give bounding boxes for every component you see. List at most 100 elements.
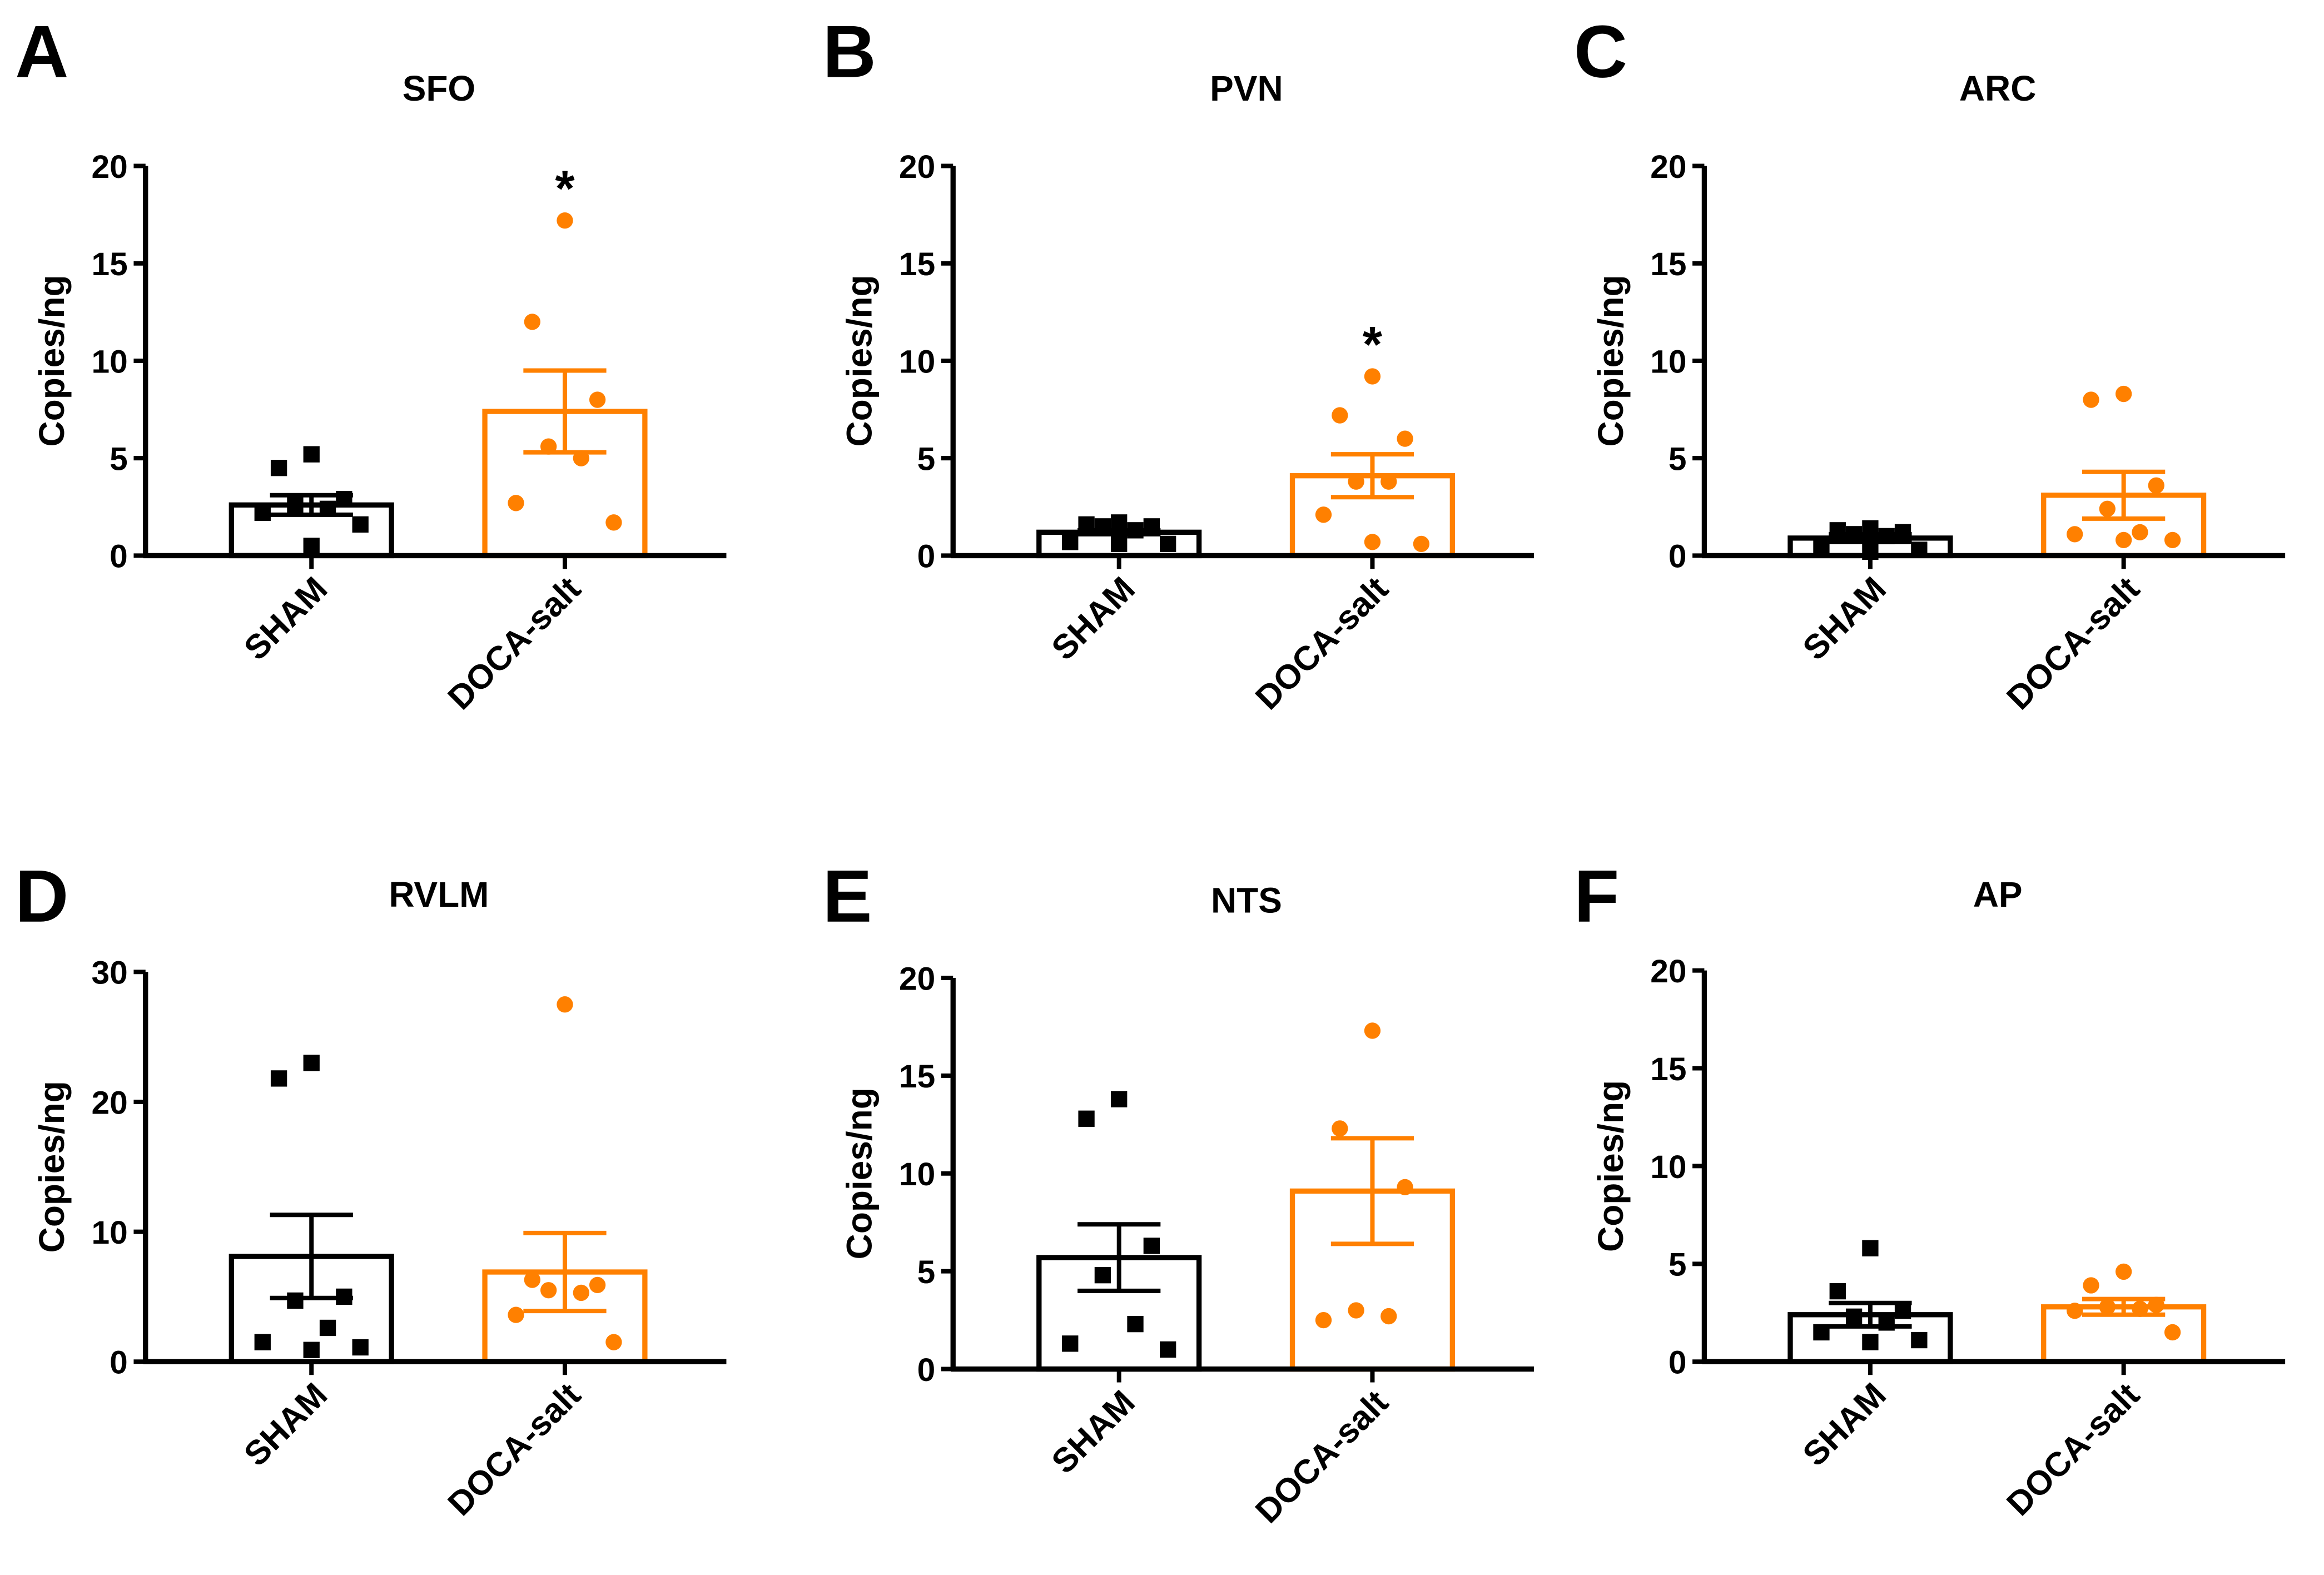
y-tick-label: 10 [899,1156,935,1193]
data-point-doca-salt [1364,368,1381,385]
panel-d: D RVLM Copies/ng 0 10 20 30 SHAM DOCA-salt [15,855,727,1523]
y-tick-label: 10 [1650,1149,1686,1185]
chart-title: PVN [1210,68,1283,108]
data-point-sham [352,516,369,533]
y-tick-label: 20 [1650,149,1686,185]
data-point-sham [270,460,287,476]
y-tick-label: 10 [1650,344,1686,380]
data-point-sham [352,1339,369,1356]
data-point-sham [254,1334,271,1350]
data-point-sham [1078,1110,1095,1127]
data-point-doca-salt [1332,1120,1348,1137]
data-point-doca-salt [2099,1299,2116,1315]
data-point-sham [1127,522,1144,539]
data-point-doca-salt [2083,1277,2099,1294]
data-point-doca-salt [2132,524,2148,541]
data-point-sham [303,446,320,463]
y-tick-label: 0 [1668,1345,1687,1381]
x-tick-label: DOCA-salt [440,1375,588,1523]
data-point-doca-salt [2099,500,2116,517]
data-point-doca-salt [2132,1300,2148,1317]
data-point-doca-salt [2083,391,2099,408]
data-point-sham [1878,1314,1895,1331]
data-point-sham [1813,1324,1830,1341]
data-point-sham [336,491,352,508]
data-point-sham [1911,1331,1928,1349]
panel-letter: E [823,855,872,938]
data-point-doca-salt [1348,473,1364,490]
data-point-doca-salt [1381,1308,1397,1325]
data-point-sham [1894,1303,1911,1319]
data-point-sham [1829,1283,1846,1300]
data-point-doca-salt [1315,1311,1332,1329]
panel-letter: B [823,11,876,93]
y-tick-label: 5 [917,441,936,478]
y-tick-label: 10 [899,344,935,380]
y-tick-label: 10 [92,1215,128,1251]
data-point-sham [1094,518,1111,535]
data-point-sham [1813,538,1830,554]
data-point-doca-salt [2164,1324,2181,1341]
data-point-sham [1894,524,1911,541]
data-point-sham [336,1288,352,1305]
data-point-sham [254,504,271,521]
y-tick-label: 20 [92,1085,128,1121]
y-tick-label: 15 [899,246,935,282]
data-point-doca-salt [524,1271,540,1288]
data-point-doca-salt [508,1306,524,1323]
x-tick-label: DOCA-salt [1248,1383,1396,1531]
data-point-doca-salt [2164,531,2181,549]
y-axis-label: Copies/ng [1591,275,1631,446]
data-point-doca-salt [589,391,606,408]
data-point-doca-salt [573,450,589,466]
y-axis-label: Copies/ng [32,275,72,446]
x-tick-label: SHAM [237,1375,335,1473]
data-point-doca-salt [1397,430,1413,447]
x-tick-label: SHAM [237,569,335,667]
data-point-doca-salt [1332,407,1348,424]
data-point-doca-salt [605,514,622,531]
data-point-doca-salt [1397,1179,1413,1196]
panel-letter: D [15,855,68,938]
y-tick-label: 20 [1650,953,1686,990]
y-tick-label: 10 [92,344,128,380]
data-point-doca-salt [540,438,557,455]
y-tick-label: 20 [899,961,935,997]
data-point-sham [1160,535,1176,553]
panel-a: A SFO Copies/ng 0 5 10 15 20 SHAM DOCA-salt * [15,11,727,717]
y-axis-label: Copies/ng [840,275,880,446]
y-tick-label: 15 [1650,1051,1686,1087]
data-point-sham [303,1055,320,1071]
data-point-doca-salt [2067,1303,2083,1319]
y-tick-label: 15 [92,246,128,282]
data-point-sham [1160,1341,1176,1358]
panel-f: F AP Copies/ng 0 5 10 15 20 SHAM DOCA-salt [1574,855,2286,1523]
x-tick-label: SHAM [1044,569,1142,667]
y-tick-label: 5 [1668,441,1687,478]
data-point-sham [1845,526,1863,543]
data-point-sham [1111,1091,1128,1107]
chart-title: RVLM [389,875,489,915]
data-point-doca-salt [573,1284,589,1301]
data-point-sham [287,1292,304,1309]
data-point-doca-salt [1364,534,1381,550]
y-tick-label: 5 [110,441,128,478]
chart-title: ARC [1959,68,2037,108]
data-point-sham [1845,1308,1863,1325]
chart-title: AP [1973,875,2023,915]
panel-letter: C [1574,11,1627,93]
data-point-doca-salt [2115,531,2132,549]
data-point-doca-salt [2148,477,2164,494]
data-point-sham [1111,535,1128,553]
y-tick-label: 15 [899,1059,935,1095]
panel-letter: A [15,11,68,93]
y-axis-label: Copies/ng [32,1081,72,1253]
data-point-sham [1094,1267,1111,1284]
data-point-doca-salt [589,1276,606,1294]
data-point-doca-salt [605,1334,622,1350]
data-point-sham [270,1070,287,1087]
data-point-sham [1878,528,1895,545]
significance-asterisk: * [1363,316,1383,372]
data-point-sham [1862,520,1879,537]
data-point-sham [1143,518,1160,535]
